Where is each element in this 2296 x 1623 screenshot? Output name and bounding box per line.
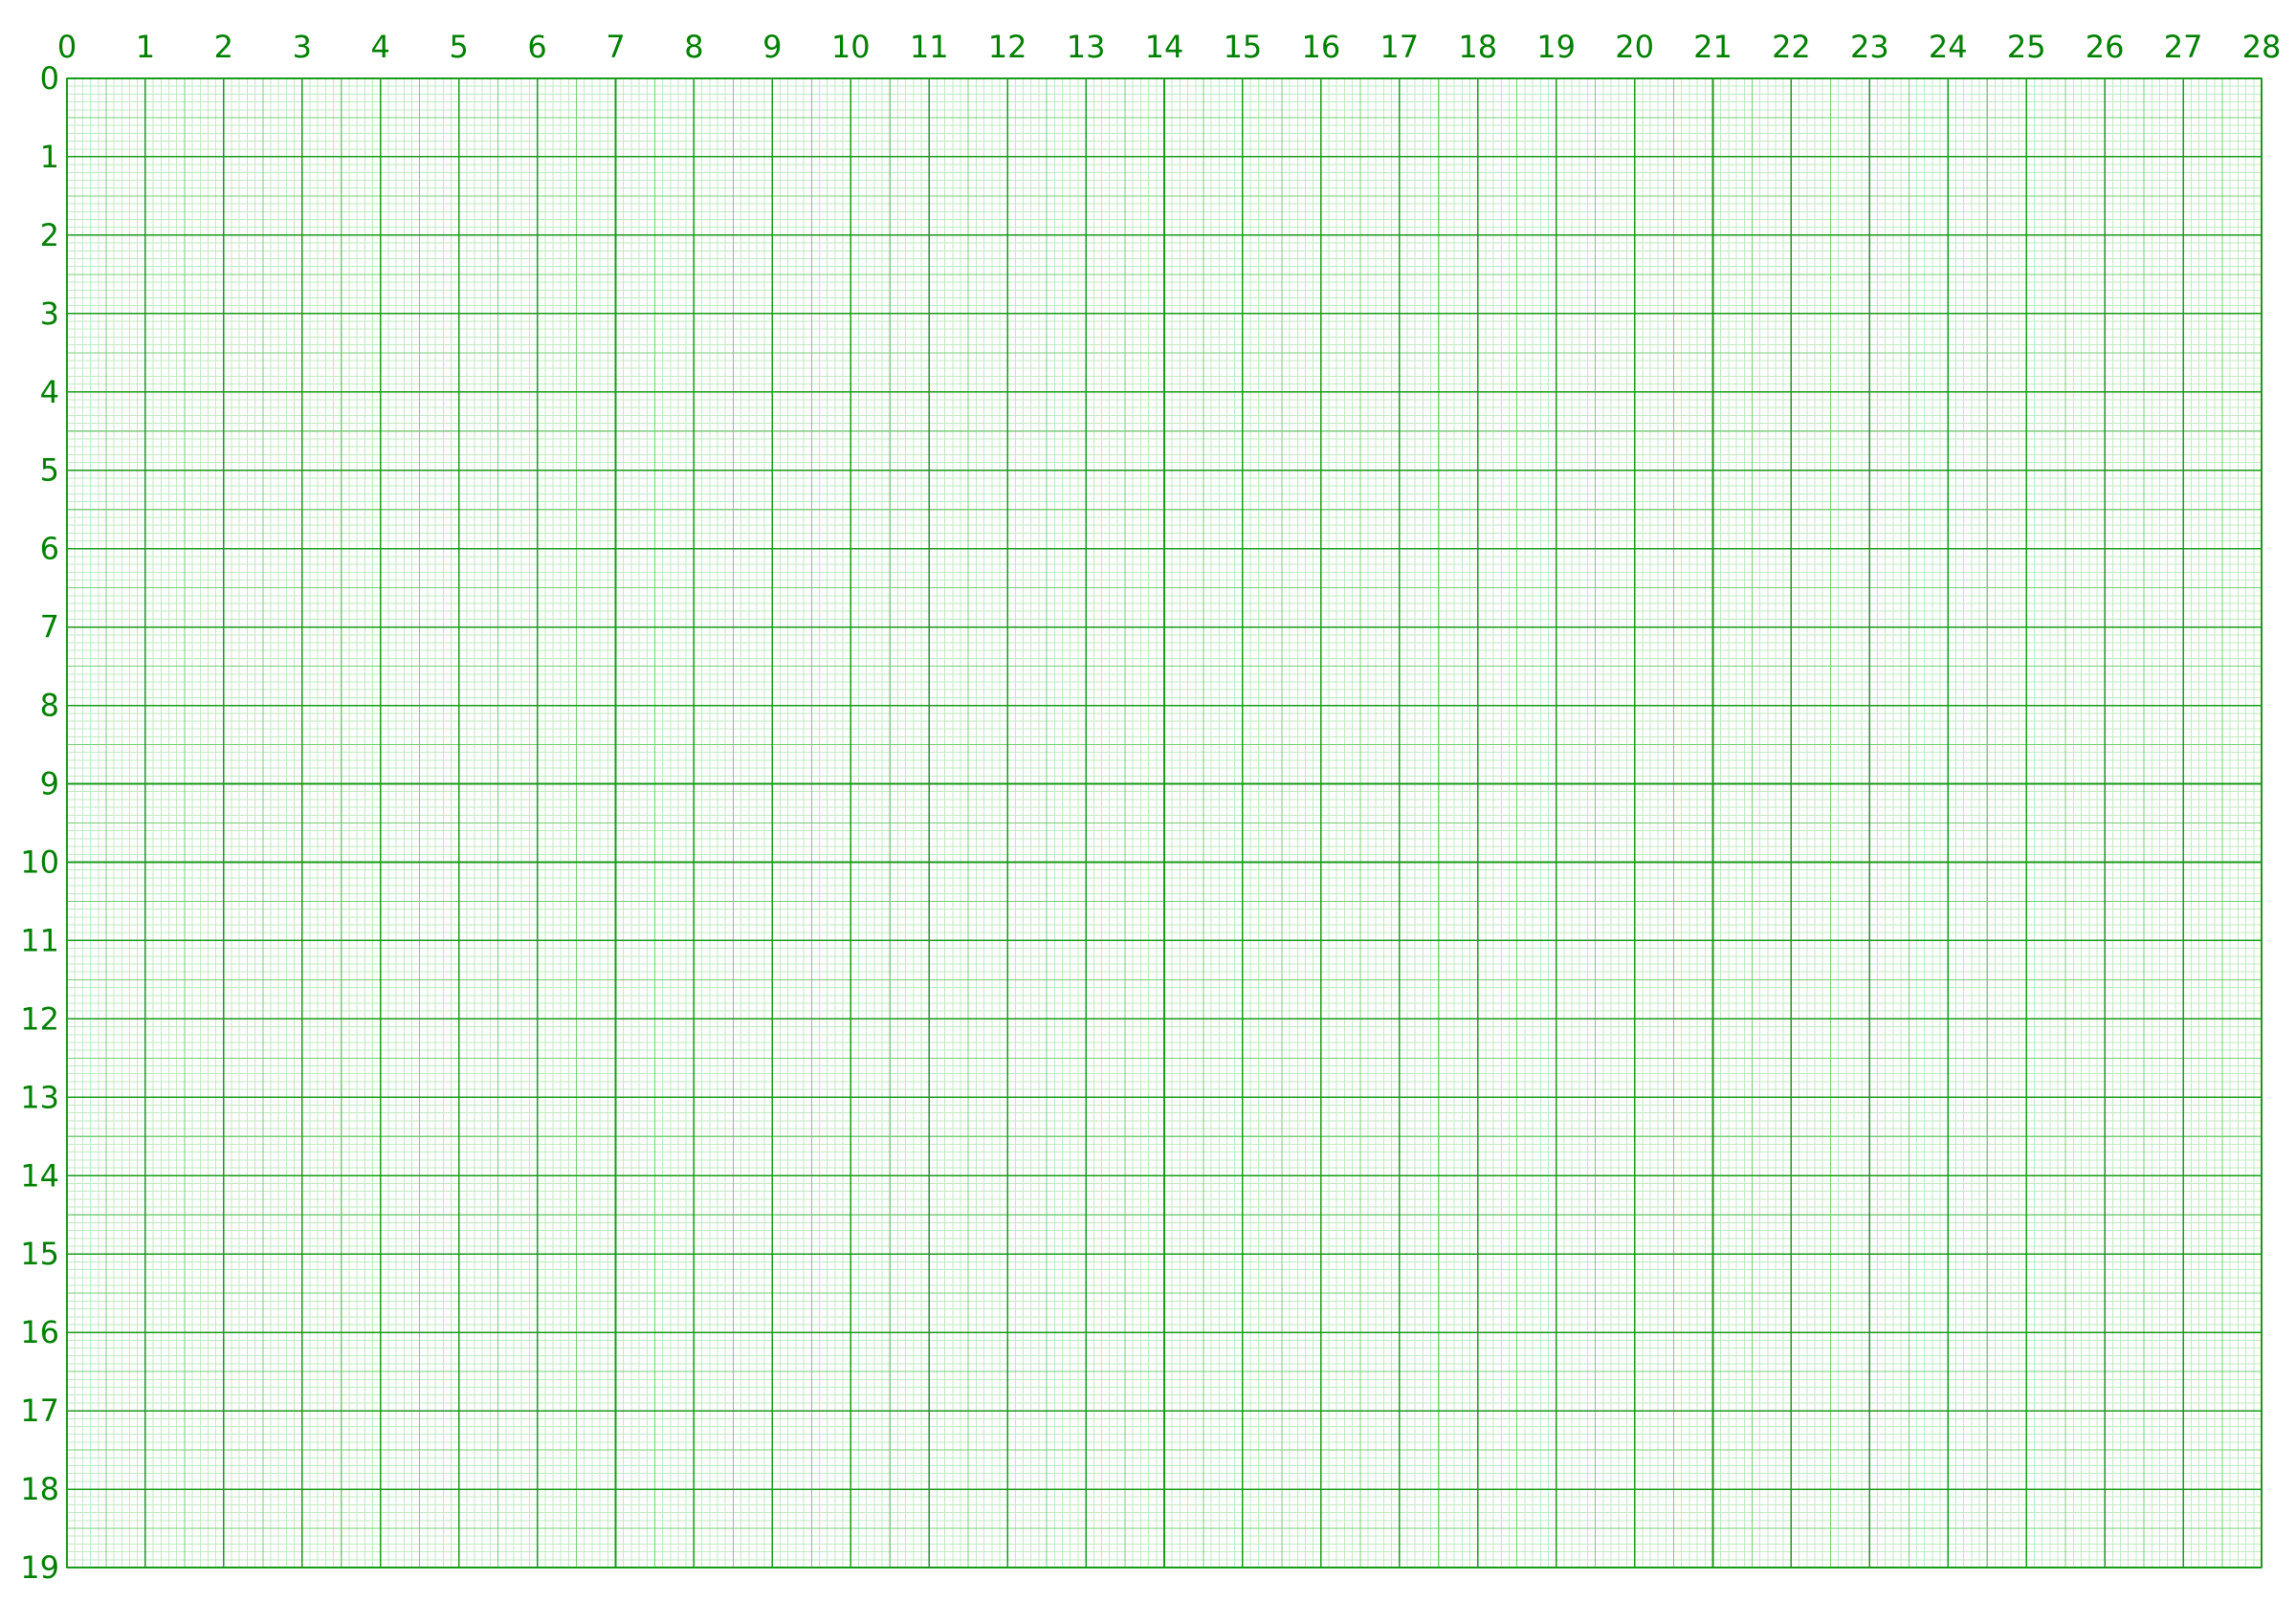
left-axis-label: 2 xyxy=(40,217,59,253)
top-axis-label: 22 xyxy=(1772,29,1811,65)
top-axis-label: 11 xyxy=(910,29,949,65)
grid-border xyxy=(66,77,2263,1568)
left-axis-label: 16 xyxy=(20,1314,59,1350)
left-axis-label: 11 xyxy=(20,922,59,958)
top-axis-label: 20 xyxy=(1615,29,1654,65)
top-axis-label: 19 xyxy=(1536,29,1576,65)
left-axis-label: 0 xyxy=(40,60,59,97)
top-axis-label: 10 xyxy=(831,29,871,65)
top-axis-label: 15 xyxy=(1224,29,1263,65)
top-axis-label: 18 xyxy=(1458,29,1497,65)
top-axis-labels: 0 1 2 3 4 5 6 7 8 9 10 11 12 13 14 15 16 17 18 19 20 21 22 23 24… xyxy=(57,29,2282,65)
half-unit-grid-lines xyxy=(67,78,2262,1568)
top-axis-label: 12 xyxy=(988,29,1027,65)
left-axis-label: 8 xyxy=(40,688,59,724)
top-axis-label: 5 xyxy=(449,29,468,65)
left-axis-label: 17 xyxy=(20,1393,59,1429)
top-axis-label: 2 xyxy=(214,29,233,65)
left-axis-label: 12 xyxy=(20,1000,59,1037)
left-axis-label: 13 xyxy=(20,1079,59,1115)
top-axis-label: 0 xyxy=(57,29,77,65)
top-axis-label: 7 xyxy=(606,29,625,65)
left-axis-label: 5 xyxy=(40,452,59,489)
left-axis-label: 18 xyxy=(20,1471,59,1507)
top-axis-label: 6 xyxy=(527,29,546,65)
left-axis-label: 1 xyxy=(40,139,59,175)
left-axis-label: 10 xyxy=(20,844,59,880)
top-axis-label: 4 xyxy=(371,29,390,65)
top-axis-label: 1 xyxy=(136,29,155,65)
top-axis-label: 27 xyxy=(2164,29,2203,65)
top-axis-label: 17 xyxy=(1380,29,1419,65)
top-axis-label: 16 xyxy=(1301,29,1340,65)
top-axis-label: 28 xyxy=(2242,29,2282,65)
left-axis-label: 14 xyxy=(20,1157,59,1194)
top-axis-label: 13 xyxy=(1067,29,1106,65)
left-axis-label: 3 xyxy=(40,296,59,332)
top-axis-label: 26 xyxy=(2086,29,2125,65)
left-axis-label: 19 xyxy=(20,1549,59,1586)
left-axis-label: 15 xyxy=(20,1236,59,1272)
top-axis-label: 24 xyxy=(1929,29,1968,65)
top-axis-label: 25 xyxy=(2007,29,2046,65)
major-grid-lines xyxy=(66,77,2263,1568)
top-axis-label: 21 xyxy=(1693,29,1733,65)
left-axis-label: 7 xyxy=(40,609,59,646)
left-axis-label: 4 xyxy=(40,374,59,410)
top-axis-label: 3 xyxy=(293,29,312,65)
top-axis-label: 9 xyxy=(762,29,782,65)
top-axis-label: 8 xyxy=(684,29,703,65)
left-axis-label: 6 xyxy=(40,531,59,567)
top-axis-label: 14 xyxy=(1145,29,1184,65)
left-axis-label: 9 xyxy=(40,766,59,802)
top-axis-label: 23 xyxy=(1850,29,1889,65)
